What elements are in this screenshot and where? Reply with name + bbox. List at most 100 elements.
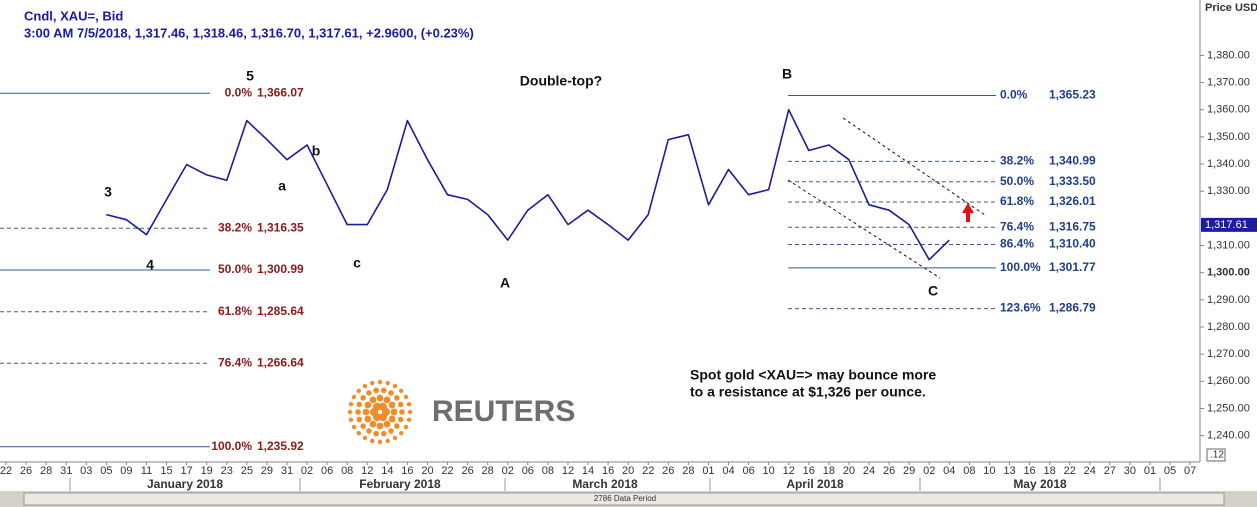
x-tick-label: 06	[742, 465, 754, 477]
logo-dot	[373, 430, 379, 437]
logo-dot	[362, 408, 370, 416]
logo-dot	[351, 394, 357, 400]
logo-dot	[369, 420, 377, 428]
fib-ratio: 0.0%	[1000, 88, 1028, 102]
logo-dot	[394, 423, 400, 429]
logo-dot	[388, 401, 396, 409]
logo-dot	[370, 438, 375, 444]
x-tick-label: 15	[160, 465, 172, 477]
month-label: January 2018	[147, 477, 223, 491]
logo-dot	[355, 409, 361, 415]
x-tick-label: 25	[241, 465, 253, 477]
x-tick-label: 22	[642, 465, 654, 477]
y-tick-label: 1,260.00	[1207, 375, 1250, 387]
logo-dot	[356, 388, 361, 393]
fib-ratio: 50.0%	[1000, 174, 1034, 188]
logo-dot	[360, 423, 366, 429]
x-tick-label: 19	[201, 465, 213, 477]
logo-dot	[364, 401, 372, 409]
x-tick-label: 05	[100, 465, 112, 477]
y-tick-label: 1,340.00	[1207, 158, 1250, 170]
x-tick-label: 26	[662, 465, 674, 477]
annotation: c	[353, 255, 361, 271]
annotation: C	[928, 283, 938, 299]
note: to a resistance at $1,326 per ounce.	[690, 384, 926, 400]
fib-ratio: 100.0%	[1000, 260, 1041, 274]
x-tick-label: 12	[361, 465, 373, 477]
logo-dot	[406, 402, 412, 407]
last-price-label: 1,317.61	[1205, 219, 1248, 231]
logo-dot	[356, 416, 363, 423]
fib-ratio: 123.6%	[1000, 301, 1041, 315]
logo-dot	[366, 428, 372, 434]
fib-ratio: 100.0%	[211, 439, 252, 453]
x-tick-label: 01	[702, 465, 714, 477]
y-axis-title: Price USD Ozs	[1205, 2, 1257, 14]
x-tick-label: 14	[582, 465, 594, 477]
chart-title: Cndl, XAU=, Bid	[24, 8, 123, 23]
fib-ratio: 61.8%	[1000, 194, 1034, 208]
logo-dot	[390, 408, 398, 416]
x-tick-label: 01	[1144, 465, 1156, 477]
fib-value: 1,340.99	[1049, 154, 1096, 168]
y-tick-label: 1,280.00	[1207, 321, 1250, 333]
x-tick-label: 08	[341, 465, 353, 477]
logo-dot	[388, 428, 394, 434]
fib-ratio: 50.0%	[218, 262, 252, 276]
y-tick-label: 1,330.00	[1207, 185, 1250, 197]
corner-label: .12	[1210, 450, 1224, 461]
logo-dot	[348, 417, 354, 422]
logo-dot	[397, 401, 404, 408]
x-tick-label: 03	[80, 465, 92, 477]
logo-dot	[356, 401, 363, 408]
logo-dot	[377, 379, 383, 385]
y-tick-label: 1,380.00	[1207, 49, 1250, 61]
x-tick-label: 28	[40, 465, 52, 477]
logo-dot	[385, 438, 390, 444]
annotation: a	[278, 178, 286, 194]
annotation: b	[312, 143, 321, 159]
x-tick-label: 31	[60, 465, 72, 477]
logo-dot	[379, 402, 387, 411]
corner-box[interactable]	[1206, 448, 1226, 462]
fib-value: 1,286.79	[1049, 301, 1096, 315]
x-tick-label: 30	[1124, 465, 1136, 477]
x-tick-label: 12	[562, 465, 574, 477]
x-tick-label: 05	[1164, 465, 1176, 477]
logo-dot	[381, 387, 387, 394]
scrollbar-label: 2786 Data Period	[594, 494, 656, 503]
x-tick-label: 06	[321, 465, 333, 477]
logo-dot	[351, 424, 357, 430]
last-price-box	[1201, 217, 1257, 232]
x-tick-label: 28	[682, 465, 694, 477]
logo-dot	[394, 395, 400, 401]
channel-line	[787, 179, 941, 279]
x-tick-label: 16	[1023, 465, 1035, 477]
note: Spot gold <XAU=> may bounce more	[690, 367, 936, 383]
x-tick-label: 17	[181, 465, 193, 477]
logo-dot	[399, 388, 404, 393]
fib-value: 1,285.64	[257, 304, 304, 318]
logo-dot	[383, 420, 391, 428]
annotation: 3	[104, 184, 112, 200]
x-tick-label: 11	[141, 465, 152, 477]
x-tick-label: 13	[1003, 465, 1015, 477]
x-tick-label: 31	[281, 465, 293, 477]
fib-value: 1,266.64	[257, 355, 304, 369]
fib-ratio: 86.4%	[1000, 237, 1034, 251]
x-tick-label: 02	[502, 465, 514, 477]
x-tick-label: 26	[883, 465, 895, 477]
x-tick-label: 24	[863, 465, 875, 477]
x-tick-label: 26	[20, 465, 32, 477]
x-tick-label: 18	[823, 465, 835, 477]
logo-dot	[347, 409, 353, 415]
logo-dot	[376, 394, 384, 402]
scrollbar-thumb[interactable]	[23, 492, 1225, 506]
logo-dot	[397, 416, 404, 423]
x-tick-label: 08	[542, 465, 554, 477]
x-tick-label: 09	[120, 465, 132, 477]
x-tick-label: 16	[602, 465, 614, 477]
logo-dot	[369, 396, 377, 404]
y-tick-label: 1,270.00	[1207, 348, 1250, 360]
fib-value: 1,301.77	[1049, 260, 1096, 274]
